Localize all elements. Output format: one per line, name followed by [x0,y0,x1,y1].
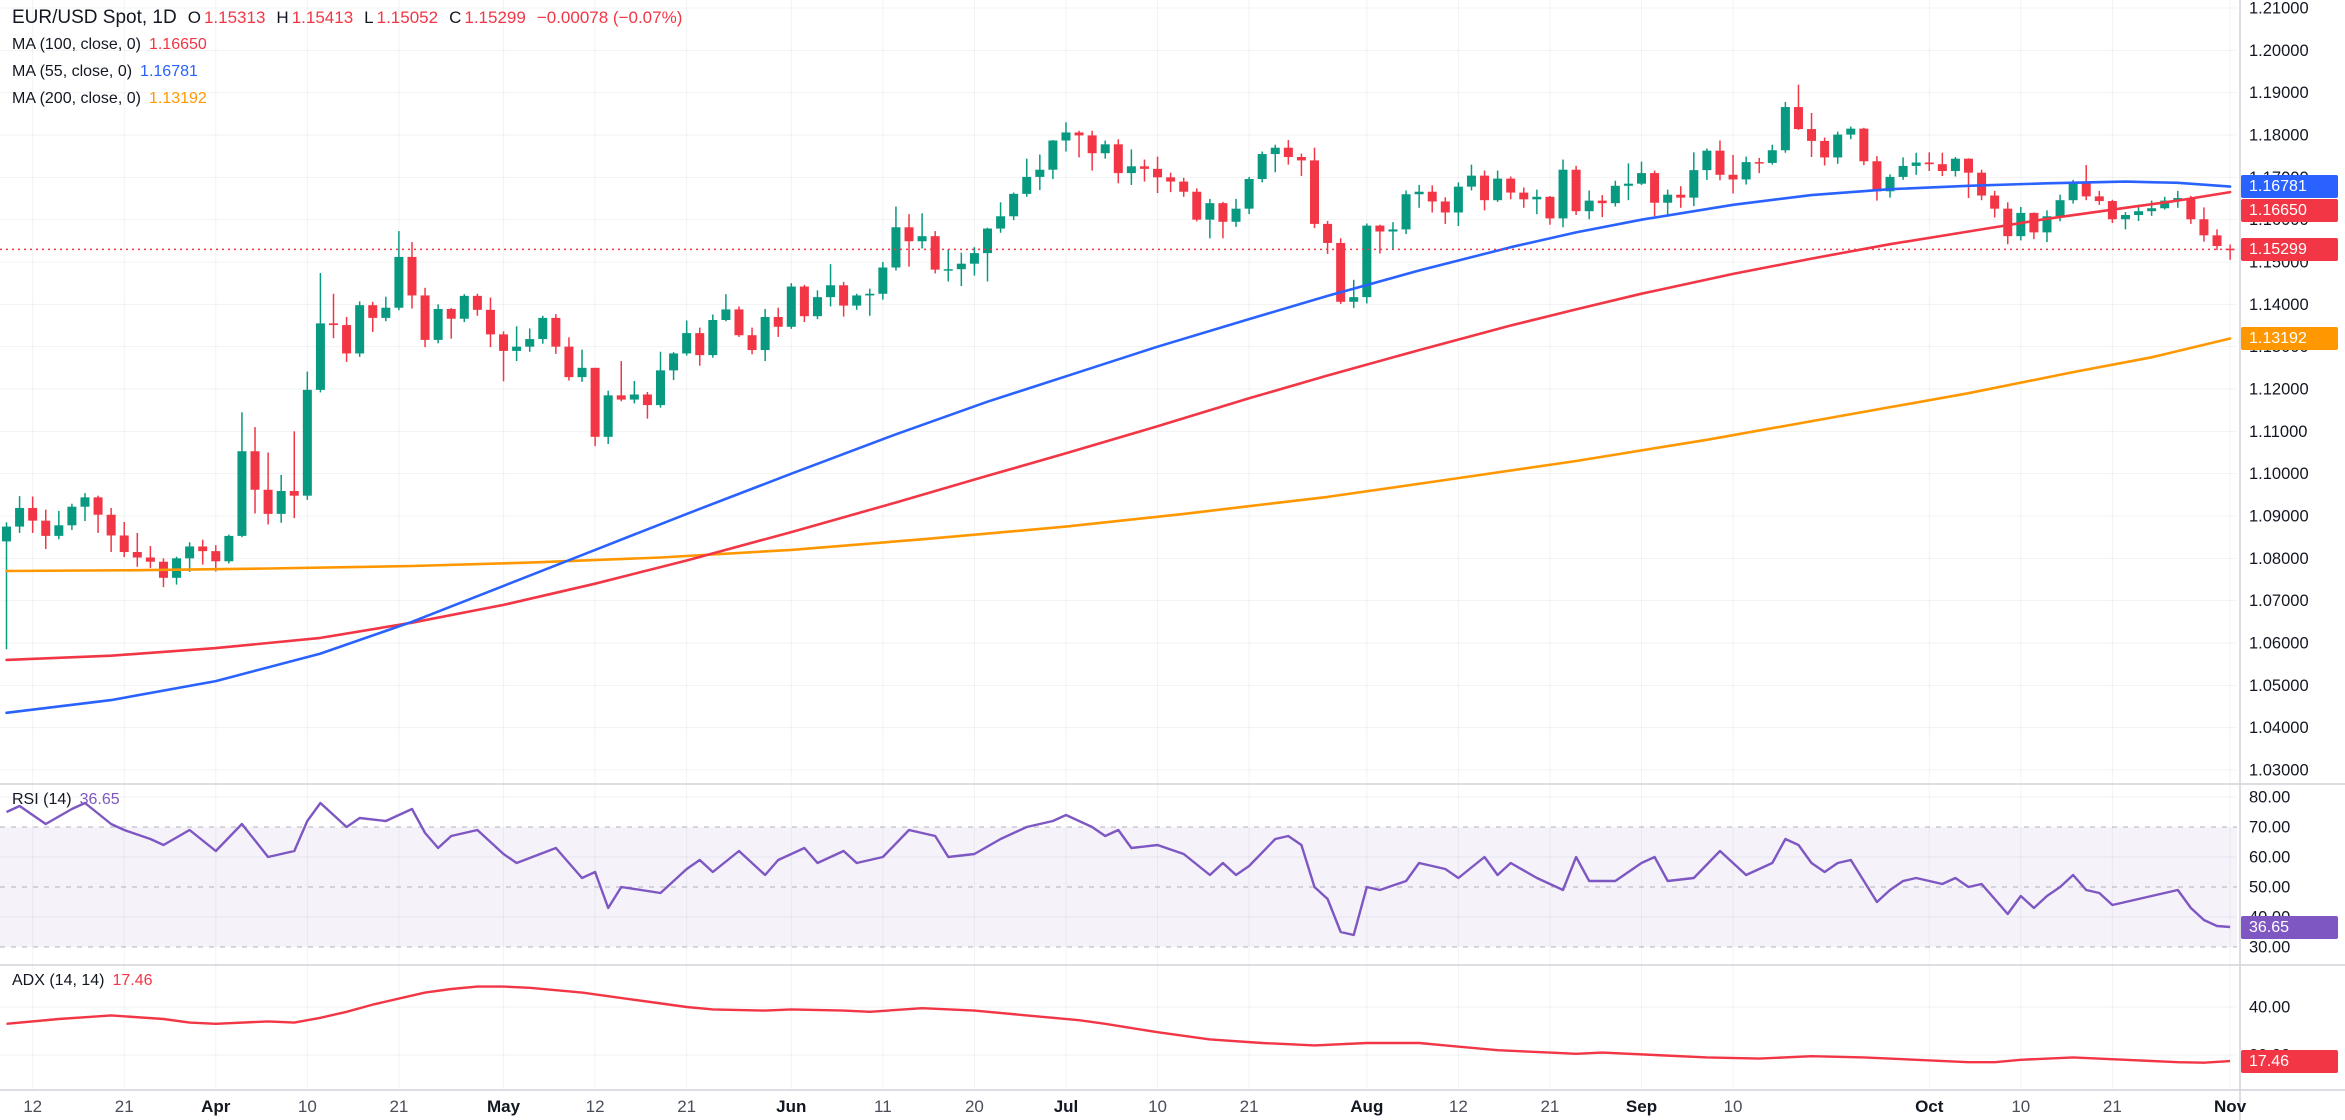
price-axis-badge: 1.16781 [2241,175,2338,199]
price-axis-label: 1.04000 [2249,719,2309,737]
price-axis-label: 1.18000 [2249,127,2309,145]
rsi-legend[interactable]: RSI (14) 36.65 [12,789,120,816]
time-tick-label: Sep [1626,1097,1657,1116]
ma-200-line [5,337,2232,573]
time-tick-label: 21 [1540,1097,1559,1116]
price-axis-label: 1.21000 [2249,0,2309,18]
candlestick-series [2,84,2235,650]
price-axis-label: 1.14000 [2249,296,2309,314]
adx-label: ADX (14, 14) [12,972,105,989]
time-axis[interactable]: 12 21 Apr 10 21 May 12 21 Jun 11 20 Jul 10 21 Aug 12 21 S… [23,1097,2246,1116]
last-price-badge: 1.15299 [2241,237,2338,261]
adx-legend[interactable]: ADX (14, 14) 17.46 [12,970,153,997]
time-tick-label: 20 [965,1097,984,1116]
price-axis-label: 1.06000 [2249,635,2309,653]
price-axis-label: 1.05000 [2249,677,2309,695]
ohlc-close-label: C [449,8,462,27]
ma-200-value: 1.13192 [148,90,207,107]
ma-55-line [5,180,2232,715]
rsi-band [0,827,2237,947]
rsi-axis-label: 80.00 [2249,789,2290,807]
rsi-axis-badge: 36.65 [2241,915,2338,939]
symbol-row[interactable]: EUR/USD Spot, 1D O 1.15313 H 1.15413 L 1… [12,7,682,29]
time-tick-label: Jun [776,1097,806,1116]
price-axis-label: 1.10000 [2249,465,2309,483]
ohlc-open-value: 1.15313 [203,8,266,27]
ma-200-label: MA (200, close, 0) [12,90,141,107]
ma-55-label: MA (55, close, 0) [12,63,133,80]
main-chart-legend: EUR/USD Spot, 1D O 1.15313 H 1.15413 L 1… [12,7,682,115]
rsi-label: RSI (14) [12,791,72,808]
ohlc-low-value: 1.15052 [376,8,439,27]
price-axis-label: 1.19000 [2249,84,2309,102]
ma-55-value: 1.16781 [140,63,198,80]
rsi-axis-label: 70.00 [2249,819,2290,837]
price-axis-label: 1.12000 [2249,381,2309,399]
price-axis-label: 1.11000 [2249,423,2307,441]
time-tick-label: 21 [1240,1097,1259,1116]
time-tick-label: May [487,1097,521,1116]
symbol-title: EUR/USD Spot, 1D [12,7,177,28]
time-tick-label: 10 [298,1097,317,1116]
price-axis-label: 1.03000 [2249,762,2309,780]
legend-ma-55[interactable]: MA (55, close, 0) 1.16781 [12,61,682,83]
rsi-pane[interactable] [0,796,2237,948]
time-tick-label: Nov [2214,1097,2247,1116]
time-tick-label: 12 [586,1097,605,1116]
ohlc-open-label: O [187,8,201,27]
adx-line [6,985,2231,1064]
legend-ma-200[interactable]: MA (200, close, 0) 1.13192 [12,88,682,110]
time-tick-label: 11 [874,1097,892,1116]
price-axis[interactable]: 1.210001.200001.190001.180001.170001.160… [2249,0,2309,1065]
ma-100-value: 1.16650 [148,36,207,53]
time-tick-label: Oct [1915,1097,1944,1116]
adx-value: 17.46 [112,972,153,989]
time-tick-label: 21 [677,1097,696,1116]
adx-axis-label: 40.00 [2249,999,2290,1017]
price-axis-badge: 1.13192 [2241,327,2338,350]
price-axis-label: 1.07000 [2249,592,2309,610]
adx-axis-badge: 17.46 [2241,1049,2338,1073]
ma-100-label: MA (100, close, 0) [12,36,141,53]
time-tick-label: 12 [1449,1097,1468,1116]
time-tick-label: 21 [115,1097,134,1116]
time-tick-label: 10 [1724,1097,1743,1116]
price-axis-badge: 1.16650 [2241,199,2338,223]
legend-ma-100[interactable]: MA (100, close, 0) 1.16650 [12,34,682,56]
rsi-axis-label: 50.00 [2249,879,2290,897]
price-axis-label: 1.20000 [2249,42,2309,60]
time-tick-label: Jul [1054,1097,1079,1116]
price-axis-label: 1.09000 [2249,508,2309,526]
time-tick-label: 21 [389,1097,408,1116]
price-axis-label: 1.08000 [2249,550,2309,568]
time-tick-label: 12 [23,1097,42,1116]
rsi-axis-label: 30.00 [2249,939,2290,957]
ohlc-high-label: H [276,8,289,27]
ohlc-close-value: 1.15299 [464,8,526,27]
ohlc-high-value: 1.15413 [291,8,354,27]
time-tick-label: 10 [2011,1097,2030,1116]
time-tick-label: Apr [201,1097,231,1116]
adx-pane[interactable] [0,985,2237,1064]
time-tick-label: 21 [2103,1097,2122,1116]
time-tick-label: 10 [1148,1097,1167,1116]
ma-100-line [5,190,2232,662]
rsi-value: 36.65 [79,791,120,808]
ohlc-low-label: L [364,8,374,27]
time-tick-label: Aug [1350,1097,1383,1116]
rsi-axis-label: 60.00 [2249,849,2290,867]
rsi-line [6,801,2231,937]
change-value: −0.00078 (−0.07%) [536,8,683,27]
